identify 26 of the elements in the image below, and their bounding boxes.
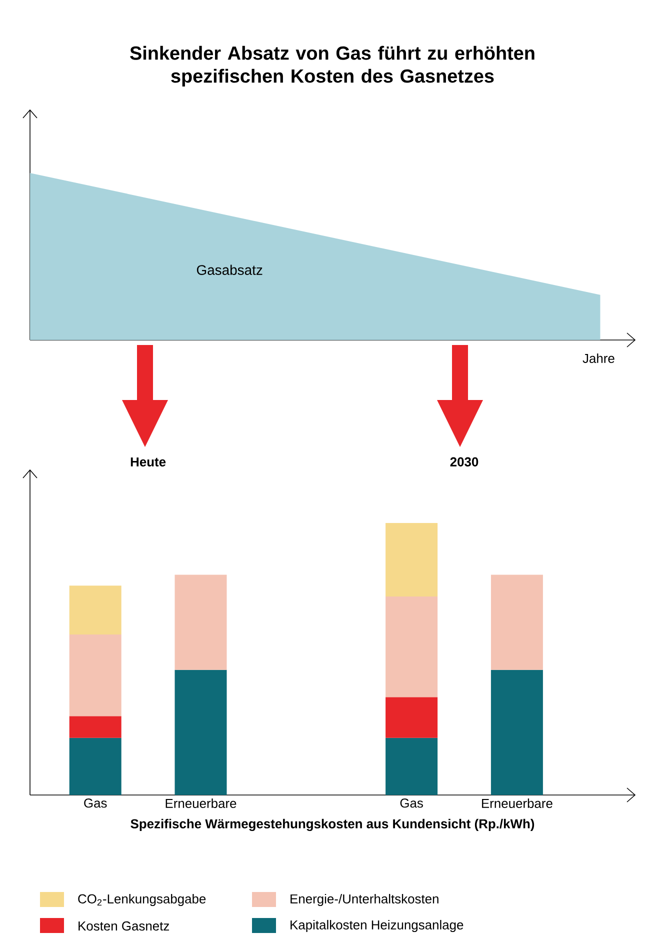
- annotation: Gasabsatz: [196, 264, 262, 275]
- bar: [174, 574, 227, 670]
- legend-label: Energie-/Unterhaltskosten: [290, 894, 438, 906]
- legend-label: CO$_{2}$-Lenkungsabgabe: [78, 894, 206, 906]
- x-axis-title: Spezifische Wärmegestehungskosten aus Kundensicht (Rp./kWh): [130, 818, 534, 832]
- chart-title: Sinkender Absatz von Gas führt zu erhöhten spezifischen Kosten des Gasnetzes: [130, 46, 534, 86]
- x-tick-label: Erneuerbare: [482, 798, 552, 808]
- bar: [69, 738, 122, 795]
- bar: [490, 670, 543, 795]
- x-tick-label: Gas: [84, 798, 107, 808]
- bar: [386, 523, 438, 596]
- bar: [69, 634, 122, 716]
- legend-label: Kosten Gasnetz: [78, 921, 170, 931]
- bar: [174, 670, 227, 795]
- text: 2030: [450, 457, 478, 466]
- x-tick-label: Erneuerbare: [166, 798, 236, 808]
- bar: [490, 574, 543, 670]
- x-tick-label: Gas: [400, 798, 423, 808]
- bar: [386, 697, 438, 738]
- bar: [69, 586, 122, 635]
- bar: [69, 716, 122, 738]
- x-axis-title: Jahre: [582, 354, 614, 364]
- legend-label: Kapitalkosten Heizungsanlage: [290, 920, 464, 932]
- text: Heute: [130, 457, 166, 466]
- bar: [386, 596, 438, 698]
- bar: [386, 738, 438, 795]
